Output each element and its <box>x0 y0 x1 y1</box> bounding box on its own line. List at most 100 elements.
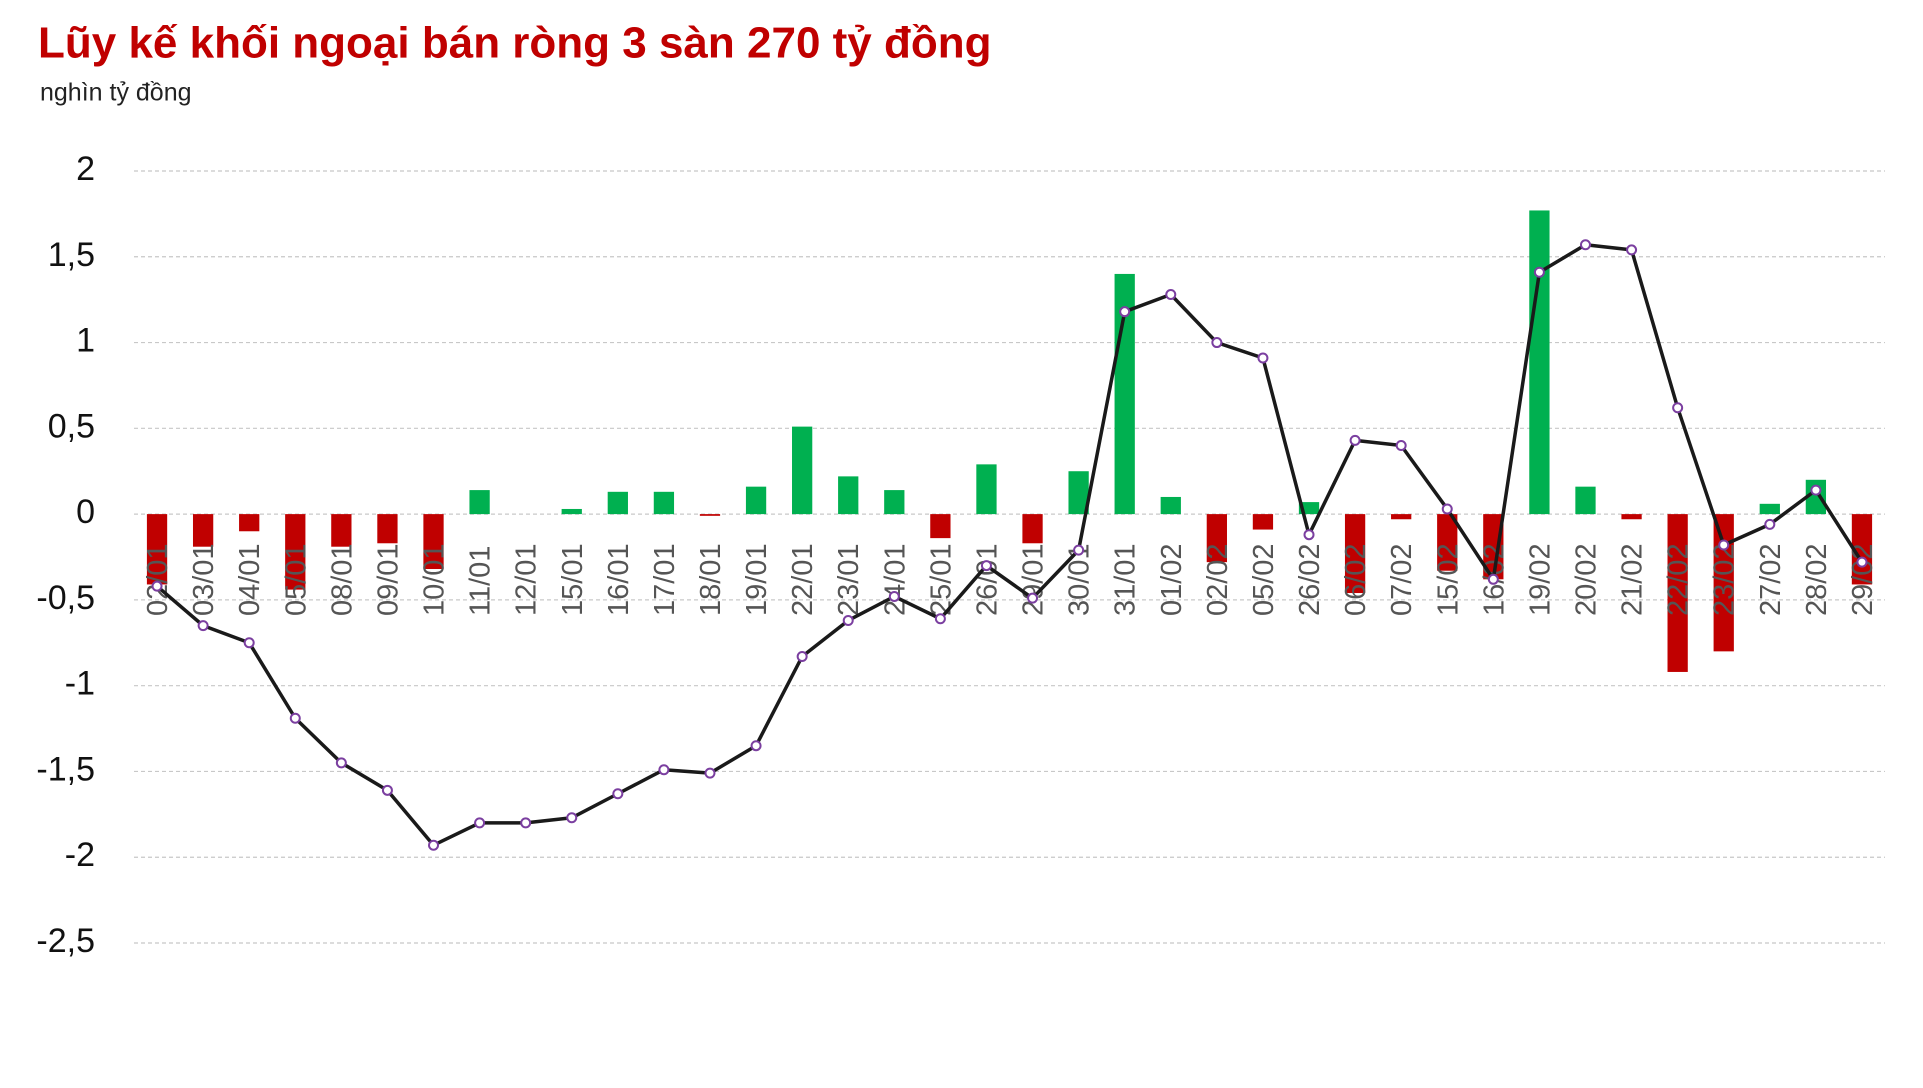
bar <box>699 514 721 516</box>
x-tick-label: 05/02 <box>1248 543 1280 616</box>
line-marker <box>1718 539 1730 551</box>
line-marker <box>197 620 209 632</box>
y-tick-label: 1 <box>76 322 95 360</box>
line-marker <box>934 613 946 625</box>
x-tick-label: 15/01 <box>557 543 589 616</box>
line-marker <box>428 839 440 851</box>
chart-title: Lũy kế khối ngoại bán ròng 3 sàn 270 tỷ … <box>38 19 992 68</box>
line-marker <box>1441 503 1453 515</box>
line-marker <box>1119 306 1131 318</box>
bar <box>146 514 168 585</box>
x-tick-label: 12/01 <box>511 543 543 616</box>
x-tick-label: 02/02 <box>1202 543 1234 616</box>
x-tick-label: 24/01 <box>879 543 911 616</box>
x-tick-label: 18/01 <box>695 543 727 616</box>
x-tick-label: 22/02 <box>1663 543 1695 616</box>
y-tick-label: 2 <box>76 150 95 188</box>
bar <box>930 514 951 539</box>
line-marker <box>888 590 900 602</box>
bar <box>1529 210 1550 515</box>
line-marker <box>566 812 578 824</box>
bar <box>192 514 214 547</box>
bar <box>653 491 675 515</box>
y-tick-label: -1 <box>65 665 95 703</box>
line-marker <box>842 614 854 626</box>
line-marker <box>796 651 808 663</box>
x-tick-label: 31/01 <box>1110 543 1142 616</box>
bar <box>1022 514 1043 544</box>
line-marker <box>1856 556 1868 568</box>
x-tick-label: 04/01 <box>234 543 266 616</box>
x-tick-label: 10/01 <box>419 543 451 616</box>
bar <box>1206 514 1227 563</box>
bar <box>1252 514 1274 530</box>
x-tick-label: 01/02 <box>1156 543 1188 616</box>
line-marker <box>1764 518 1776 530</box>
line-marker <box>750 740 762 752</box>
x-tick-label: 29/01 <box>1018 543 1050 616</box>
line-marker <box>335 757 347 769</box>
line-marker <box>658 764 670 776</box>
bar <box>1621 514 1642 520</box>
x-tick-label: 21/02 <box>1617 543 1649 616</box>
y-tick-label: 1,5 <box>48 236 95 274</box>
x-tick-label: 27/02 <box>1755 543 1787 616</box>
x-tick-label: 29/02 <box>1847 543 1879 616</box>
x-tick-label: 07/02 <box>1386 543 1418 616</box>
line-marker <box>1579 239 1591 251</box>
bar <box>884 490 905 515</box>
x-tick-label: 23/01 <box>833 543 865 616</box>
y-tick-label: -2,5 <box>36 922 95 960</box>
bar <box>607 491 628 515</box>
bar <box>377 514 398 544</box>
bar <box>976 464 997 515</box>
bar <box>1344 514 1366 594</box>
y-tick-label: 0 <box>76 493 95 531</box>
line-marker <box>612 788 624 800</box>
x-tick-label: 26/01 <box>971 543 1003 616</box>
bar <box>239 514 260 532</box>
line-marker <box>1395 439 1407 451</box>
x-tick-label: 19/02 <box>1524 543 1556 616</box>
x-tick-label: 15/02 <box>1432 543 1464 616</box>
bar <box>1667 514 1688 672</box>
line-marker <box>1165 289 1177 301</box>
line-marker <box>1487 573 1499 585</box>
bar <box>1391 514 1412 520</box>
bar <box>423 514 444 570</box>
x-tick-label: 23/02 <box>1709 543 1741 616</box>
line-marker <box>289 712 301 724</box>
bar <box>1575 486 1596 515</box>
bar <box>1437 514 1458 571</box>
bar <box>561 508 582 515</box>
bar <box>1068 471 1089 515</box>
bar <box>1160 496 1181 515</box>
y-tick-label: 0,5 <box>48 407 95 445</box>
x-tick-label: 03/01 <box>188 543 220 616</box>
x-tick-label: 06/02 <box>1340 543 1372 616</box>
cumulative-line <box>155 243 1864 847</box>
x-tick-label: 09/01 <box>372 543 404 616</box>
x-tick-label: 22/01 <box>787 543 819 616</box>
bar <box>1483 514 1504 580</box>
line-marker <box>1349 434 1361 446</box>
line-marker <box>980 560 992 572</box>
line-marker <box>520 817 532 829</box>
x-tick-label: 16/01 <box>603 543 635 616</box>
line-marker <box>1027 592 1039 604</box>
x-tick-label: 08/01 <box>326 543 358 616</box>
bar <box>1851 514 1873 585</box>
bar <box>792 426 813 515</box>
line-marker <box>1211 337 1223 349</box>
bar <box>745 486 767 515</box>
line-marker <box>1672 402 1684 414</box>
line-marker <box>1303 529 1315 541</box>
bar <box>1713 514 1734 652</box>
x-tick-label: 05/01 <box>280 543 312 616</box>
y-tick-label: -2 <box>65 836 95 874</box>
line-marker <box>151 580 163 592</box>
y-tick-label: -0,5 <box>36 579 95 617</box>
line-marker <box>1533 266 1545 278</box>
